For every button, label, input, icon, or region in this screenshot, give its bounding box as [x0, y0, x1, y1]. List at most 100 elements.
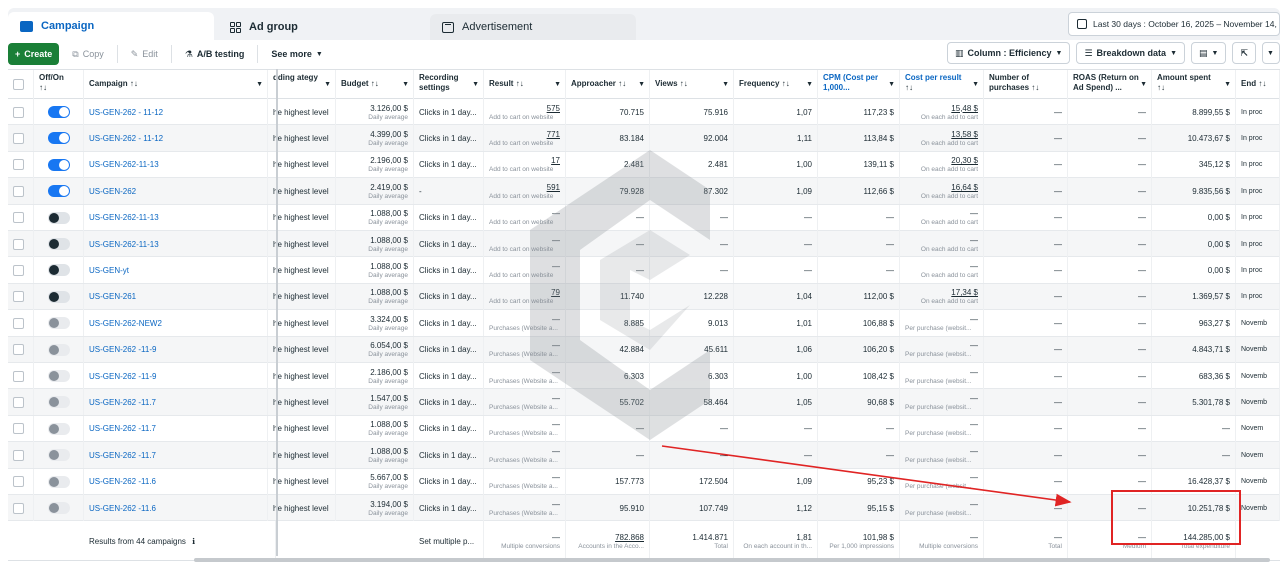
campaign-name-link[interactable]: US-GEN-262 -11.6	[89, 477, 156, 487]
row-checkbox[interactable]	[13, 476, 24, 488]
tab-advertisement[interactable]: Advertisement	[430, 14, 636, 40]
table-row[interactable]: US-GEN-262 -11.7 he highest level 1.547,…	[8, 389, 1280, 416]
row-checkbox[interactable]	[13, 159, 24, 171]
col-recording[interactable]: Recording settings ▼	[414, 70, 484, 100]
campaign-toggle[interactable]	[47, 396, 70, 409]
row-checkbox[interactable]	[13, 423, 24, 435]
campaign-toggle[interactable]	[47, 264, 70, 277]
col-amount-spent[interactable]: Amount spent ↑↓ ▼	[1152, 70, 1236, 100]
row-checkbox[interactable]	[13, 502, 24, 514]
create-button[interactable]: + Create	[8, 43, 60, 65]
budget-cell[interactable]: 6.054,00 $ Daily average	[336, 336, 414, 363]
col-frequency[interactable]: Frequency ↑↓ ▼	[734, 70, 818, 100]
table-row[interactable]: US-GEN-262 -11.6 he highest level 5.667,…	[8, 468, 1280, 495]
col-purchases[interactable]: Number of purchases ↑↓	[984, 70, 1068, 100]
budget-cell[interactable]: 3.324,00 $ Daily average	[336, 310, 414, 337]
table-row[interactable]: US-GEN-262 he highest level 2.419,00 $ Da…	[8, 178, 1280, 205]
more-options-button[interactable]: ▼	[1262, 42, 1280, 64]
budget-cell[interactable]: 1.088,00 $ Daily average	[336, 283, 414, 310]
budget-cell[interactable]: 2.186,00 $ Daily average	[336, 363, 414, 389]
table-row[interactable]: US-GEN-262 -11-9 he highest level 2.186,…	[8, 363, 1280, 390]
budget-cell[interactable]: 1.088,00 $ Daily average	[336, 442, 414, 469]
row-checkbox[interactable]	[13, 344, 24, 356]
table-row[interactable]: US-GEN-262-11-13 he highest level 1.088,…	[8, 231, 1280, 258]
edit-button[interactable]: ✎ Edit	[124, 43, 165, 65]
row-checkbox[interactable]	[13, 212, 24, 224]
row-checkbox[interactable]	[13, 370, 24, 382]
col-result[interactable]: Result ↑↓ ▼	[484, 70, 566, 100]
date-range-picker[interactable]: Last 30 days : October 16, 2025 – Novemb…	[1068, 12, 1280, 36]
row-checkbox[interactable]	[13, 264, 24, 276]
campaign-name-link[interactable]: US-GEN-262-11-13	[89, 239, 159, 249]
col-roas[interactable]: ROAS (Return on Ad Spend) ... ▼	[1068, 70, 1152, 100]
table-row[interactable]: US-GEN-262-11-13 he highest level 1.088,…	[8, 204, 1280, 231]
campaign-toggle[interactable]	[47, 106, 70, 118]
col-campaign[interactable]: Campaign ↑↓ ▼	[84, 70, 268, 100]
campaign-toggle[interactable]	[47, 211, 70, 224]
budget-cell[interactable]: 1.547,00 $ Daily average	[336, 389, 414, 416]
horizontal-scrollbar[interactable]	[194, 558, 1270, 562]
ab-testing-button[interactable]: ⚗ A/B testing	[178, 43, 252, 65]
budget-cell[interactable]: 5.667,00 $ Daily average	[336, 468, 414, 495]
campaign-name-link[interactable]: US-GEN-262 -11-9	[89, 345, 157, 355]
budget-cell[interactable]: 3.194,00 $ Daily average	[336, 495, 414, 521]
table-row[interactable]: US-GEN-262-NEW2 he highest level 3.324,0…	[8, 310, 1280, 337]
frozen-column-divider[interactable]	[276, 69, 278, 556]
col-off-on[interactable]: Off/On ↑↓	[34, 70, 84, 100]
campaign-toggle[interactable]	[47, 185, 70, 198]
table-row[interactable]: US-GEN-262 - 11-12 he highest level 4.39…	[8, 125, 1280, 152]
col-cpm[interactable]: CPM (Cost per 1,000... ▼	[818, 70, 900, 100]
col-bidding[interactable]: dding ategy ▼	[268, 70, 336, 100]
row-checkbox[interactable]	[13, 132, 24, 144]
breakdown-button[interactable]: ☰ Breakdown data ▼	[1076, 42, 1185, 64]
campaign-name-link[interactable]: US-GEN-262 - 11-12	[89, 107, 164, 117]
columns-button[interactable]: ▥ Column : Efficiency ▼	[946, 42, 1071, 64]
campaign-name-link[interactable]: US-GEN-262-11-13	[89, 160, 159, 170]
copy-button[interactable]: ⧉ Copy	[65, 43, 110, 65]
campaign-name-link[interactable]: US-GEN-261	[89, 292, 137, 302]
row-checkbox[interactable]	[13, 291, 24, 303]
budget-cell[interactable]: 2.419,00 $ Daily average	[336, 178, 414, 205]
col-end[interactable]: End ↑↓	[1236, 70, 1280, 100]
campaign-name-link[interactable]: US-GEN-262-NEW2	[89, 318, 162, 328]
campaign-name-link[interactable]: US-GEN-262 -11.7	[89, 397, 156, 407]
row-checkbox[interactable]	[13, 449, 24, 461]
campaign-toggle[interactable]	[47, 132, 70, 145]
tab-campaign[interactable]: Campaign	[8, 12, 214, 40]
budget-cell[interactable]: 1.088,00 $ Daily average	[336, 415, 414, 442]
budget-cell[interactable]: 3.126,00 $ Daily average	[336, 99, 414, 125]
row-checkbox[interactable]	[13, 238, 24, 250]
col-approacher[interactable]: Approacher ↑↓ ▼	[566, 70, 650, 100]
budget-cell[interactable]: 1.088,00 $ Daily average	[336, 231, 414, 257]
table-row[interactable]: US-GEN-yt he highest level 1.088,00 $ Dai…	[8, 257, 1280, 284]
tab-ad-group[interactable]: Ad group	[218, 14, 424, 40]
campaign-toggle[interactable]	[47, 502, 70, 514]
campaign-name-link[interactable]: US-GEN-262 - 11-12	[89, 133, 164, 143]
budget-cell[interactable]: 2.196,00 $ Daily average	[336, 151, 414, 178]
campaign-toggle[interactable]	[47, 238, 70, 250]
campaign-toggle[interactable]	[47, 475, 70, 488]
campaign-name-link[interactable]: US-GEN-262-11-13	[89, 213, 159, 223]
table-row[interactable]: US-GEN-262 - 11-12 he highest level 3.12…	[8, 99, 1280, 126]
campaign-name-link[interactable]: US-GEN-262 -11-9	[89, 371, 157, 381]
campaign-name-link[interactable]: US-GEN-262 -11.7	[89, 424, 156, 434]
campaign-toggle[interactable]	[47, 158, 70, 171]
info-icon[interactable]: ℹ	[191, 536, 195, 546]
row-checkbox[interactable]	[13, 185, 24, 197]
table-row[interactable]: US-GEN-262 -11-9 he highest level 6.054,…	[8, 336, 1280, 363]
table-row[interactable]: US-GEN-262 -11.6 he highest level 3.194,…	[8, 495, 1280, 522]
campaign-name-link[interactable]: US-GEN-262 -11.6	[89, 503, 156, 513]
row-checkbox[interactable]	[13, 396, 24, 408]
col-views[interactable]: Views ↑↓ ▼	[650, 70, 734, 100]
table-row[interactable]: US-GEN-262 -11.7 he highest level 1.088,…	[8, 442, 1280, 469]
campaign-name-link[interactable]: US-GEN-262 -11.7	[89, 450, 156, 460]
table-row[interactable]: US-GEN-261 he highest level 1.088,00 $ Da…	[8, 283, 1280, 311]
campaign-name-link[interactable]: US-GEN-yt	[89, 265, 129, 275]
campaign-toggle[interactable]	[47, 290, 70, 303]
row-checkbox[interactable]	[13, 317, 24, 329]
budget-cell[interactable]: 4.399,00 $ Daily average	[336, 125, 414, 152]
budget-cell[interactable]: 1.088,00 $ Daily average	[336, 257, 414, 284]
reports-button[interactable]: ▤ ▼	[1191, 42, 1227, 64]
campaign-toggle[interactable]	[47, 422, 70, 435]
campaign-toggle[interactable]	[47, 370, 70, 382]
